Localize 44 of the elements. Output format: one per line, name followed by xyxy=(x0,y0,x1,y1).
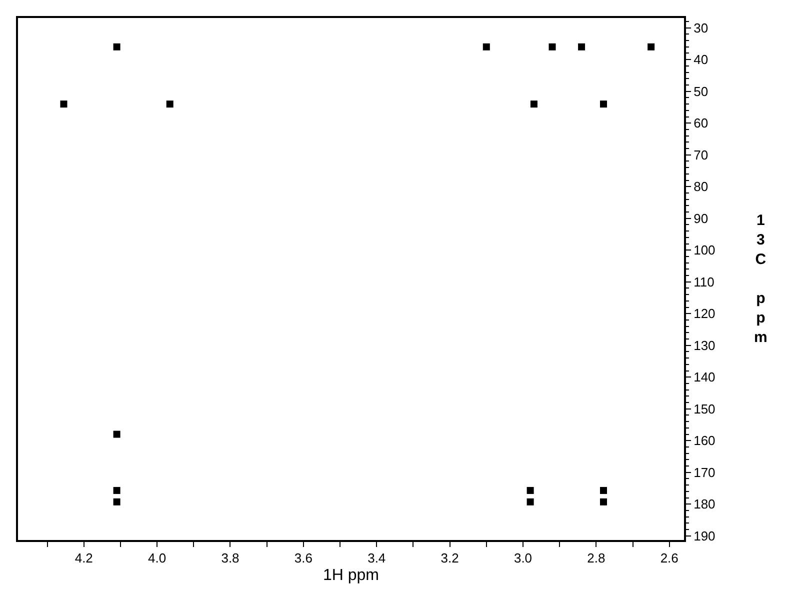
point xyxy=(113,498,120,506)
y-tick-label: 120 xyxy=(694,306,716,322)
y-tick-label: 80 xyxy=(694,179,708,194)
point xyxy=(526,486,534,494)
text: 13C ppm xyxy=(754,212,768,346)
x-tick-label: 2.8 xyxy=(587,550,606,566)
point xyxy=(482,43,490,50)
point xyxy=(600,100,607,108)
y-tick-label: 140 xyxy=(694,370,716,385)
y-tick-label: 130 xyxy=(694,338,716,353)
y-tick-label: 70 xyxy=(694,147,708,162)
y-tick-label: 150 xyxy=(694,401,716,416)
y-tick-label: 50 xyxy=(694,84,708,99)
point xyxy=(526,498,534,506)
y-tick-label: 170 xyxy=(694,464,716,480)
x-tick-label: 3.8 xyxy=(221,550,240,566)
y-tick-label: 60 xyxy=(694,116,708,131)
x-tick-label: 2.6 xyxy=(660,550,678,566)
point xyxy=(548,43,556,50)
y-tick-label: 90 xyxy=(694,210,708,226)
y-tick-label: 180 xyxy=(694,496,716,512)
x-tick-label: 3.2 xyxy=(440,550,459,566)
y-tick-label: 190 xyxy=(694,528,716,544)
y-tick-label: 100 xyxy=(694,242,716,258)
x-tick-label: 4.0 xyxy=(148,550,166,566)
point xyxy=(113,430,120,438)
y-tick-label: 40 xyxy=(694,52,708,68)
point xyxy=(648,43,655,50)
y-tick-label: 110 xyxy=(694,274,714,290)
y-tick-label: 30 xyxy=(694,20,708,36)
x-tick-label: 4.2 xyxy=(74,550,93,566)
point xyxy=(60,100,68,108)
point xyxy=(113,486,120,494)
x-tick-label: 3.0 xyxy=(514,550,532,566)
point xyxy=(166,100,174,108)
point xyxy=(600,486,607,494)
x-axis-title: 1H ppm xyxy=(322,566,380,584)
y-tick-label: 160 xyxy=(694,433,716,448)
point xyxy=(113,43,120,50)
point xyxy=(530,100,538,108)
x-tick-label: 3.6 xyxy=(294,550,312,566)
point xyxy=(578,43,586,50)
point xyxy=(600,498,607,506)
x-tick-label: 3.4 xyxy=(368,550,386,566)
